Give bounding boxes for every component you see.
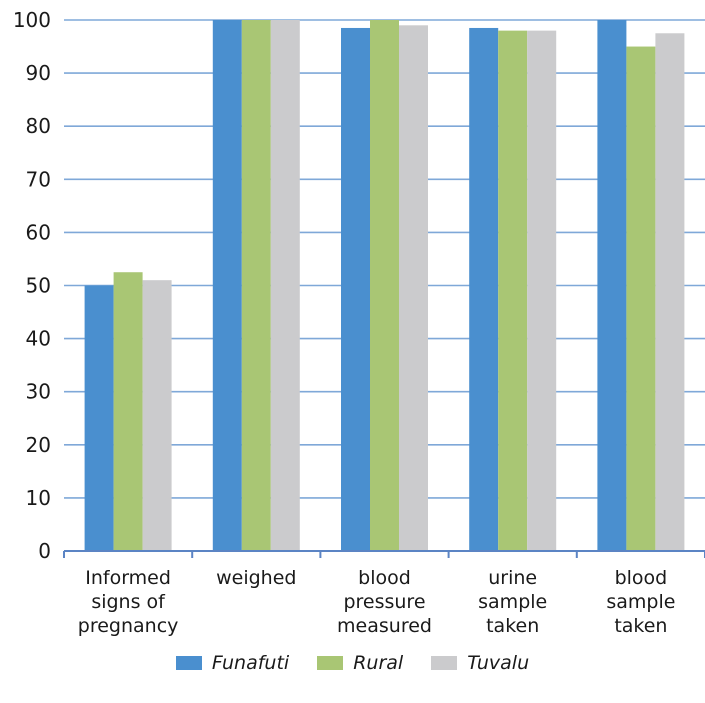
x-tick-label-line: sample [478,591,547,613]
bar-rural [626,46,656,552]
legend-item-tuvalu: Tuvalu [431,652,529,674]
y-tick-label: 80 [26,114,51,138]
x-tick-label-line: urine [488,567,537,589]
legend-label-funafuti: Funafuti [211,652,290,674]
x-tick-label-line: sample [606,591,675,613]
y-tick-label: 10 [26,486,51,510]
bar-tuvalu [399,25,428,552]
bars [84,20,685,552]
bar-funafuti [469,27,499,551]
axes [63,550,705,558]
x-tick-label-line: blood [615,567,668,589]
bar-rural [370,20,399,551]
y-tick-label: 30 [26,380,51,404]
x-tick-label: urine sample taken [478,567,547,637]
x-tick-label-line: pressure [343,591,425,613]
legend-item-funafuti: Funafuti [175,652,290,674]
y-tick-label: 60 [26,220,51,244]
x-tick-label-line: measured [337,615,432,637]
x-tick-label: weighed [216,567,296,589]
bar-funafuti [597,20,627,551]
legend-swatch-rural [317,656,344,670]
x-tick-label-line: signs of [91,591,166,613]
bar-rural [241,20,271,551]
y-tick-label: 70 [26,167,51,191]
bar-tuvalu [142,280,172,551]
x-tick-label: blood pressure measured [337,567,432,637]
bar-funafuti [212,20,242,551]
y-tick-label: 50 [26,274,51,298]
y-tick-label: 40 [26,327,51,351]
y-tick-label: 100 [13,8,51,32]
x-tick-label-line: taken [614,615,667,637]
legend-label-tuvalu: Tuvalu [467,652,530,674]
y-tick-label: 20 [26,433,51,457]
bar-tuvalu [270,20,300,551]
legend: Funafuti Rural Tuvalu [0,652,705,674]
x-tick-label-line: pregnancy [78,615,179,637]
x-tick-label-line: complications [62,639,194,640]
x-tick-label-line: Informed [85,567,171,589]
bar-tuvalu [655,33,685,551]
bar-funafuti [84,285,114,551]
x-tick-label: blood sample taken [606,567,675,637]
y-tick-label: 90 [26,61,51,85]
x-tick-label-line: blood [358,567,411,589]
y-tick-label: 0 [38,539,51,563]
x-tick-label-line: taken [486,615,539,637]
legend-swatch-tuvalu [431,656,458,670]
x-tick-label-line: weighed [216,567,296,589]
legend-swatch-funafuti [175,656,202,670]
bar-rural [498,30,528,552]
legend-item-rural: Rural [317,652,403,674]
bar-funafuti [341,27,370,551]
legend-label-rural: Rural [353,652,404,674]
y-tick-labels: 0 10 20 30 40 50 60 70 80 90 100 [13,8,51,563]
bar-rural [113,272,143,551]
bar-tuvalu [527,30,557,552]
